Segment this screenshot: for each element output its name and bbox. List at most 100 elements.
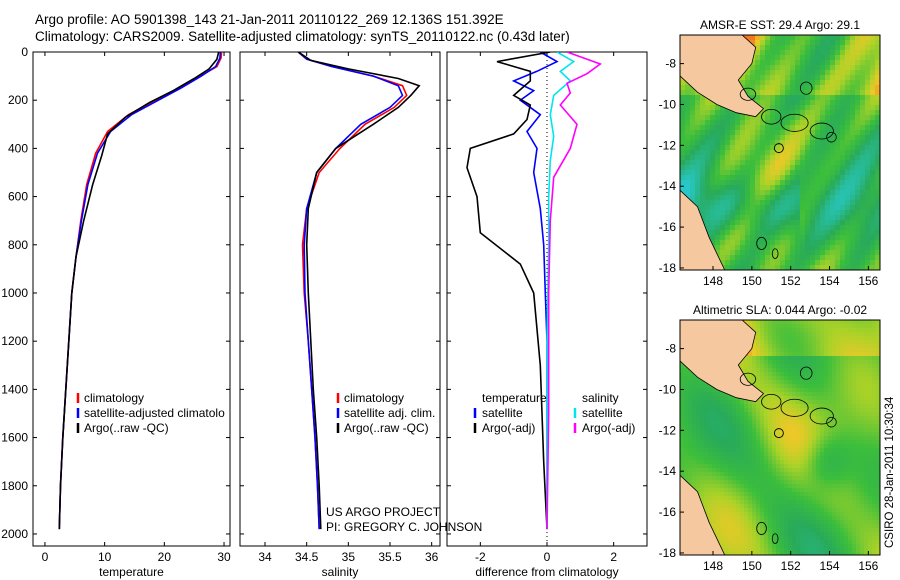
map-cell bbox=[735, 135, 741, 141]
map-cell bbox=[760, 504, 765, 509]
map-cell bbox=[728, 500, 733, 505]
map-cell bbox=[776, 388, 781, 393]
x-axis-label: salinity bbox=[322, 565, 359, 579]
map-cell bbox=[860, 508, 865, 513]
map-cell bbox=[760, 420, 765, 425]
map-cell bbox=[724, 456, 729, 461]
map-cell bbox=[856, 504, 861, 509]
map-cell bbox=[720, 105, 726, 111]
map-cell bbox=[736, 476, 741, 481]
map-cell bbox=[715, 250, 721, 256]
map-cell bbox=[852, 372, 857, 377]
map-cell bbox=[872, 524, 877, 529]
map-cell bbox=[845, 180, 851, 186]
map-cell bbox=[876, 496, 880, 501]
map-cell bbox=[820, 436, 825, 441]
map-cell bbox=[792, 476, 797, 481]
map-cell bbox=[684, 408, 689, 413]
map-cell bbox=[815, 100, 821, 106]
map-cell bbox=[756, 532, 761, 537]
map-cell bbox=[775, 115, 781, 121]
map-cell bbox=[776, 476, 781, 481]
map-cell bbox=[772, 496, 777, 501]
map-cell bbox=[800, 225, 806, 231]
x-tick-label: 20 bbox=[158, 550, 172, 564]
map-cell bbox=[816, 492, 821, 497]
map-cell bbox=[792, 488, 797, 493]
map-cell bbox=[772, 352, 777, 357]
x-tick-label: 34 bbox=[258, 550, 272, 564]
map-cell bbox=[730, 220, 736, 226]
map-cell bbox=[695, 125, 701, 131]
map-cell bbox=[740, 80, 746, 86]
map-cell bbox=[852, 420, 857, 425]
map-cell bbox=[840, 492, 845, 497]
map-cell bbox=[795, 190, 801, 196]
map-cell bbox=[760, 372, 765, 377]
map-cell bbox=[708, 436, 713, 441]
map-cell bbox=[732, 508, 737, 513]
map-cell bbox=[808, 492, 813, 497]
map-cell bbox=[840, 250, 846, 256]
map-cell bbox=[855, 150, 861, 156]
map-cell bbox=[848, 544, 853, 549]
map-cell bbox=[840, 340, 845, 345]
map-cell bbox=[820, 368, 825, 373]
map-cell bbox=[860, 205, 866, 211]
map-cell bbox=[795, 140, 801, 146]
map-cell bbox=[712, 448, 717, 453]
map-cell bbox=[756, 464, 761, 469]
map-cell bbox=[760, 496, 765, 501]
map-cell bbox=[752, 472, 757, 477]
map-cell bbox=[684, 424, 689, 429]
map-cell bbox=[784, 320, 789, 325]
map-cell bbox=[796, 500, 801, 505]
map-cell bbox=[710, 135, 716, 141]
map-cell bbox=[790, 175, 796, 181]
map-cell bbox=[770, 195, 776, 201]
map-cell bbox=[825, 220, 831, 226]
map-cell bbox=[840, 528, 845, 533]
map-cell bbox=[780, 140, 786, 146]
map-cell bbox=[800, 392, 805, 397]
map-cell bbox=[775, 175, 781, 181]
map-cell bbox=[795, 100, 801, 106]
map-cell bbox=[776, 496, 781, 501]
map-cell bbox=[832, 540, 837, 545]
map-cell bbox=[876, 332, 880, 337]
map-cell bbox=[796, 488, 801, 493]
map-cell bbox=[700, 100, 706, 106]
land-new-guinea bbox=[680, 35, 765, 118]
map-cell bbox=[735, 115, 741, 121]
map-cell bbox=[720, 492, 725, 497]
map-cell bbox=[745, 255, 751, 261]
map-cell bbox=[720, 476, 725, 481]
map-cell bbox=[752, 484, 757, 489]
map-cell bbox=[872, 324, 877, 329]
map-cell bbox=[876, 476, 880, 481]
map-cell bbox=[855, 225, 861, 231]
map-cell bbox=[844, 464, 849, 469]
map-cell bbox=[825, 45, 831, 51]
map-cell bbox=[870, 165, 876, 171]
map-cell bbox=[696, 468, 701, 473]
map-cell bbox=[844, 468, 849, 473]
map-cell bbox=[800, 320, 805, 325]
map-cell bbox=[765, 180, 771, 186]
map-cell bbox=[732, 428, 737, 433]
map-cell bbox=[876, 468, 880, 473]
map-cell bbox=[724, 404, 729, 409]
map-cell bbox=[744, 444, 749, 449]
map-cell bbox=[684, 372, 689, 377]
map-cell bbox=[775, 245, 781, 251]
map-cell bbox=[820, 496, 825, 501]
map-cell bbox=[764, 536, 769, 541]
map-cell bbox=[870, 55, 876, 61]
map-cell bbox=[768, 380, 773, 385]
figure-title-line1: Argo profile: AO 5901398_143 21-Jan-2011… bbox=[35, 12, 504, 27]
map-cell bbox=[850, 235, 856, 241]
map-cell bbox=[868, 512, 873, 517]
map-cell bbox=[764, 348, 769, 353]
map-cell bbox=[795, 265, 801, 270]
map-cell bbox=[848, 324, 853, 329]
